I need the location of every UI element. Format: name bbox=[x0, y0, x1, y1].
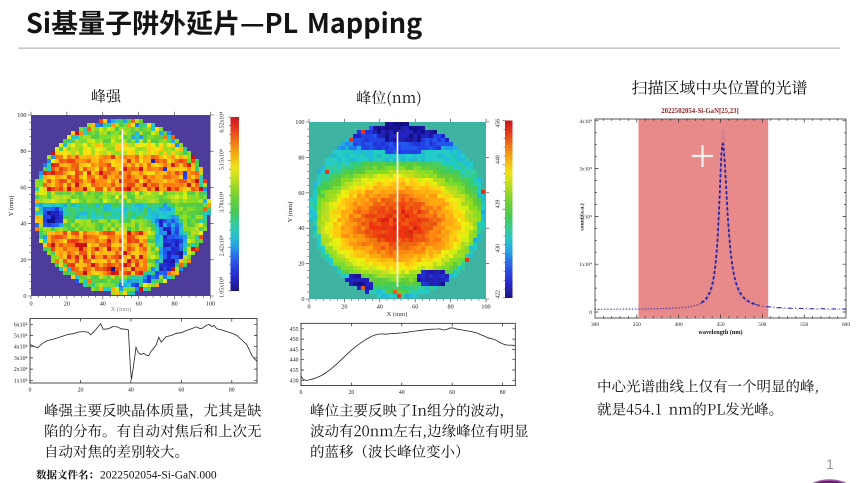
svg-text:3x10⁴: 3x10⁴ bbox=[579, 167, 592, 173]
svg-text:0: 0 bbox=[300, 390, 303, 396]
svg-text:422: 422 bbox=[496, 290, 502, 299]
svg-text:448: 448 bbox=[496, 155, 502, 164]
svg-text:450: 450 bbox=[290, 337, 299, 343]
svg-text:0: 0 bbox=[29, 388, 32, 394]
svg-text:5.15x10⁴: 5.15x10⁴ bbox=[220, 149, 226, 170]
svg-text:400: 400 bbox=[675, 322, 683, 328]
svg-text:100: 100 bbox=[17, 112, 26, 119]
svg-text:20: 20 bbox=[349, 390, 355, 396]
svg-text:60: 60 bbox=[449, 390, 455, 396]
svg-text:60: 60 bbox=[136, 301, 142, 308]
svg-text:450: 450 bbox=[716, 322, 724, 328]
svg-text:80: 80 bbox=[172, 301, 178, 308]
svg-text:1.05x10⁴: 1.05x10⁴ bbox=[220, 277, 226, 298]
svg-text:6x10⁴: 6x10⁴ bbox=[14, 322, 28, 328]
svg-text:80: 80 bbox=[448, 304, 454, 311]
svg-text:100: 100 bbox=[295, 119, 304, 126]
svg-text:2x10⁴: 2x10⁴ bbox=[14, 367, 28, 373]
svg-text:0: 0 bbox=[589, 310, 592, 316]
svg-text:40: 40 bbox=[399, 390, 405, 396]
svg-text:439: 439 bbox=[496, 199, 502, 208]
svg-text:20: 20 bbox=[64, 301, 70, 308]
svg-text:20: 20 bbox=[78, 388, 84, 394]
svg-text:4x10⁴: 4x10⁴ bbox=[579, 119, 592, 125]
svg-text:350: 350 bbox=[633, 322, 641, 328]
svg-text:80: 80 bbox=[298, 154, 304, 161]
svg-text:60: 60 bbox=[20, 184, 26, 191]
svg-text:40: 40 bbox=[20, 221, 26, 228]
svg-text:2022502054-Si-GaN.000: 2022502054-Si-GaN.000 bbox=[100, 470, 217, 482]
svg-text:600: 600 bbox=[842, 322, 850, 328]
svg-text:60: 60 bbox=[179, 388, 185, 394]
svg-text:500: 500 bbox=[758, 322, 766, 328]
svg-text:X (mm): X (mm) bbox=[387, 311, 408, 318]
svg-text:2x10⁴: 2x10⁴ bbox=[579, 214, 592, 220]
svg-text:3x10⁴: 3x10⁴ bbox=[14, 356, 28, 362]
svg-text:1: 1 bbox=[826, 457, 834, 472]
svg-text:40: 40 bbox=[298, 225, 304, 232]
svg-text:456: 456 bbox=[496, 119, 502, 128]
svg-text:5x10⁴: 5x10⁴ bbox=[14, 334, 28, 340]
svg-text:40: 40 bbox=[128, 388, 134, 394]
svg-text:20: 20 bbox=[298, 261, 304, 268]
svg-text:40: 40 bbox=[100, 301, 106, 308]
svg-text:6.52x10⁴: 6.52x10⁴ bbox=[220, 112, 226, 133]
svg-text:wavelength (nm): wavelength (nm) bbox=[698, 329, 742, 336]
svg-text:430: 430 bbox=[290, 378, 299, 384]
svg-text:0: 0 bbox=[29, 301, 32, 308]
svg-text:0: 0 bbox=[301, 296, 304, 303]
svg-text:20: 20 bbox=[341, 304, 347, 311]
svg-text:80: 80 bbox=[20, 148, 26, 155]
svg-text:40: 40 bbox=[377, 304, 383, 311]
svg-text:60: 60 bbox=[298, 190, 304, 197]
svg-text:Y (mm): Y (mm) bbox=[8, 196, 15, 217]
svg-text:100: 100 bbox=[206, 301, 215, 308]
svg-text:X (mm): X (mm) bbox=[111, 306, 132, 313]
svg-text:Y (mm): Y (mm) bbox=[287, 202, 294, 223]
svg-text:80: 80 bbox=[229, 388, 235, 394]
svg-text:445: 445 bbox=[290, 347, 299, 353]
svg-text:count (a.u.): count (a.u.) bbox=[579, 203, 586, 230]
svg-text:300: 300 bbox=[591, 322, 599, 328]
svg-text:100: 100 bbox=[481, 304, 490, 311]
svg-text:430: 430 bbox=[496, 244, 502, 253]
svg-text:1x10⁴: 1x10⁴ bbox=[579, 262, 592, 268]
svg-text:60: 60 bbox=[412, 304, 418, 311]
svg-text:4x10⁴: 4x10⁴ bbox=[14, 345, 28, 351]
svg-text:0: 0 bbox=[23, 293, 26, 300]
svg-text:440: 440 bbox=[290, 358, 299, 364]
svg-text:20: 20 bbox=[20, 257, 26, 264]
svg-text:550: 550 bbox=[800, 322, 808, 328]
svg-text:2.42x10⁴: 2.42x10⁴ bbox=[220, 235, 226, 256]
svg-text:3.78x10⁴: 3.78x10⁴ bbox=[220, 192, 226, 213]
svg-text:80: 80 bbox=[500, 390, 506, 396]
svg-text:2022502054-Si-GaN[25,23]: 2022502054-Si-GaN[25,23] bbox=[661, 108, 739, 115]
svg-text:0: 0 bbox=[307, 304, 310, 311]
svg-text:435: 435 bbox=[290, 368, 299, 374]
svg-text:455: 455 bbox=[290, 327, 299, 333]
svg-text:1x10⁴: 1x10⁴ bbox=[14, 378, 28, 384]
